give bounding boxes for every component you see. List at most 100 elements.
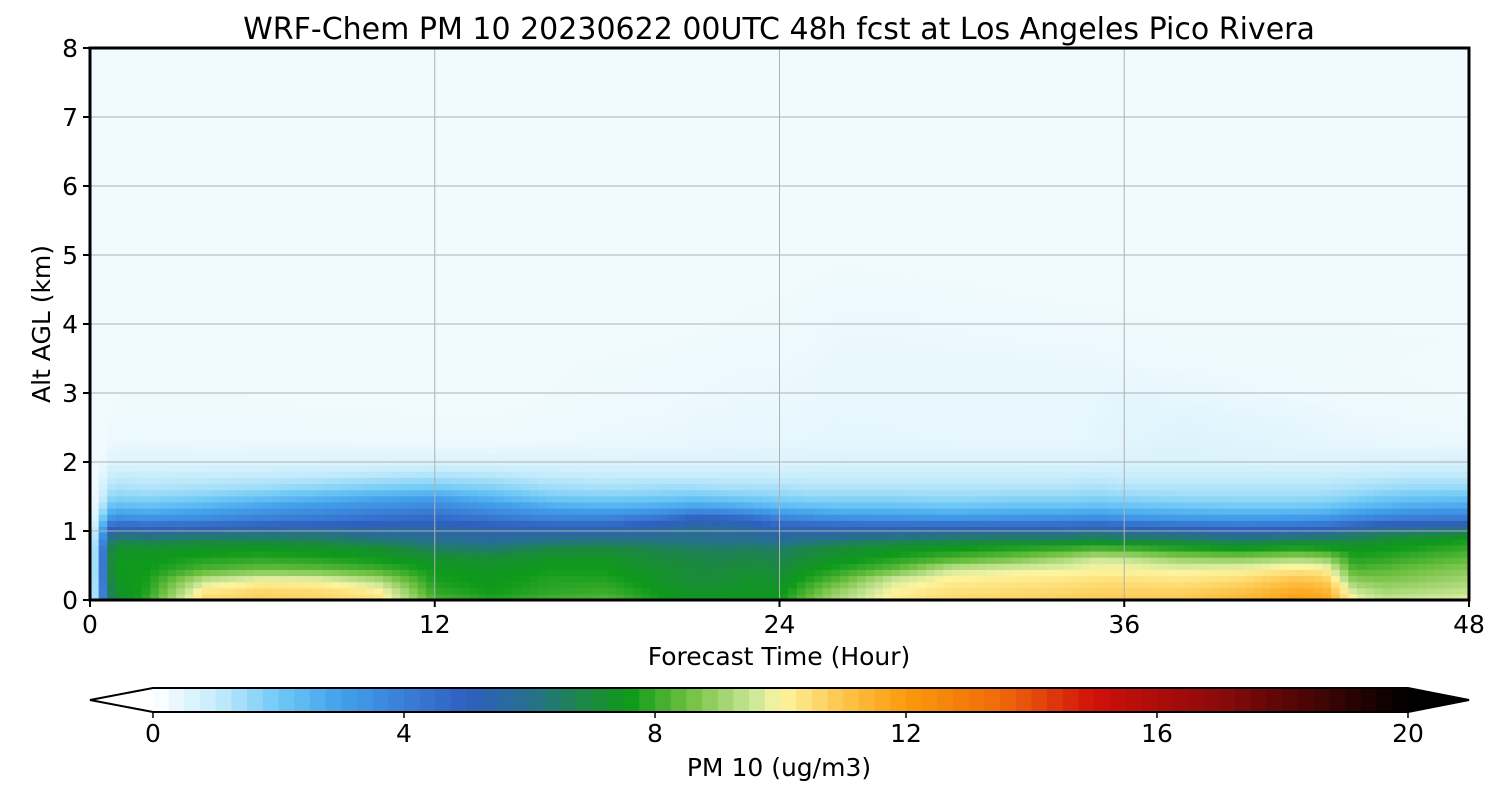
heatmap-cell <box>133 544 143 552</box>
heatmap-cell <box>684 532 694 540</box>
heatmap-cell <box>865 563 875 570</box>
heatmap-cell <box>762 495 772 503</box>
heatmap-cell <box>1141 514 1151 521</box>
heatmap-cell <box>1193 581 1203 589</box>
heatmap-cell <box>676 569 686 577</box>
heatmap-cell <box>1425 495 1436 503</box>
heatmap-cell <box>1029 514 1039 521</box>
heatmap-cell <box>1124 489 1134 497</box>
heatmap-cell <box>1072 465 1082 472</box>
heatmap-cell <box>986 477 996 485</box>
heatmap-cell <box>374 440 384 448</box>
heatmap-cell <box>1063 477 1074 485</box>
heatmap-cell <box>158 563 169 570</box>
heatmap-cell <box>1124 477 1134 485</box>
heatmap-cell <box>926 550 936 558</box>
heatmap-cell <box>469 593 479 600</box>
heatmap-cell <box>926 544 936 552</box>
heatmap-cell <box>236 532 246 540</box>
heatmap-cell <box>426 434 436 442</box>
heatmap-cell <box>1443 501 1453 509</box>
heatmap-cell <box>882 465 893 472</box>
heatmap-cell <box>391 538 401 546</box>
heatmap-cell <box>1408 428 1418 435</box>
heatmap-cell <box>1038 587 1048 595</box>
heatmap-cell <box>365 440 376 448</box>
heatmap-cell <box>1236 532 1246 540</box>
heatmap-cell <box>960 557 970 564</box>
heatmap-cell <box>150 526 160 534</box>
heatmap-cell <box>607 520 617 527</box>
heatmap-cell <box>1460 526 1469 534</box>
heatmap-cell <box>538 575 548 583</box>
heatmap-cell <box>1184 532 1194 540</box>
heatmap-cell <box>917 434 927 442</box>
heatmap-cell <box>969 434 979 442</box>
heatmap-cell <box>1029 471 1039 478</box>
heatmap-cell <box>1331 446 1341 454</box>
heatmap-cell <box>512 465 522 472</box>
heatmap-cell <box>538 452 548 460</box>
heatmap-cell <box>339 501 350 509</box>
heatmap-cell <box>917 452 927 460</box>
heatmap-cell <box>477 452 488 460</box>
heatmap-cell <box>839 446 850 454</box>
heatmap-cell <box>1089 587 1099 595</box>
heatmap-cell <box>383 575 393 583</box>
heatmap-cell <box>434 520 444 527</box>
heatmap-cell <box>581 422 591 429</box>
heatmap-cell <box>495 508 505 515</box>
heatmap-cell <box>546 409 557 417</box>
heatmap-cell <box>1175 483 1186 491</box>
heatmap-cell <box>1193 532 1203 540</box>
heatmap-cell <box>133 440 143 448</box>
heatmap-cell <box>1150 550 1160 558</box>
heatmap-cell <box>805 428 815 435</box>
heatmap-cell <box>107 526 117 534</box>
heatmap-cell <box>1201 440 1212 448</box>
heatmap-cell <box>684 557 694 564</box>
heatmap-cell <box>1279 569 1289 577</box>
heatmap-cell <box>1417 489 1427 497</box>
heatmap-cell <box>1003 520 1013 527</box>
heatmap-cell <box>443 544 453 552</box>
heatmap-cell <box>572 422 582 429</box>
heatmap-cell <box>1322 434 1332 442</box>
heatmap-cell <box>1382 550 1393 558</box>
heatmap-cell <box>141 593 151 600</box>
heatmap-cell <box>1167 501 1177 509</box>
heatmap-cell <box>1081 526 1091 534</box>
heatmap-cell <box>589 532 600 540</box>
heatmap-cell <box>753 544 763 552</box>
heatmap-cell <box>831 471 841 478</box>
heatmap-cell <box>1219 581 1229 589</box>
heatmap-cell <box>1244 446 1255 454</box>
heatmap-cell <box>796 587 806 595</box>
heatmap-cell <box>1227 593 1237 600</box>
heatmap-cell <box>1417 526 1427 534</box>
heatmap-cell <box>770 483 781 491</box>
heatmap-cell <box>374 550 384 558</box>
heatmap-cell <box>865 550 875 558</box>
heatmap-cell <box>943 422 953 429</box>
heatmap-cell <box>383 593 393 600</box>
heatmap-cell <box>417 557 427 564</box>
heatmap-cell <box>934 544 944 552</box>
heatmap-cell <box>1244 477 1255 485</box>
heatmap-cell <box>1038 409 1048 417</box>
heatmap-cell <box>314 557 324 564</box>
heatmap-cell <box>1132 587 1143 595</box>
heatmap-cell <box>202 452 212 460</box>
heatmap-cell <box>158 409 169 417</box>
heatmap-cell <box>417 477 427 485</box>
heatmap-cell <box>1425 465 1436 472</box>
heatmap-cell <box>684 587 694 595</box>
heatmap-cell <box>693 495 703 503</box>
heatmap-cell <box>1020 557 1031 564</box>
heatmap-cell <box>1313 501 1324 509</box>
heatmap-cell <box>245 550 255 558</box>
heatmap-cell <box>874 428 884 435</box>
heatmap-cell <box>624 508 634 515</box>
heatmap-cell <box>227 446 238 454</box>
heatmap-cell <box>986 557 996 564</box>
